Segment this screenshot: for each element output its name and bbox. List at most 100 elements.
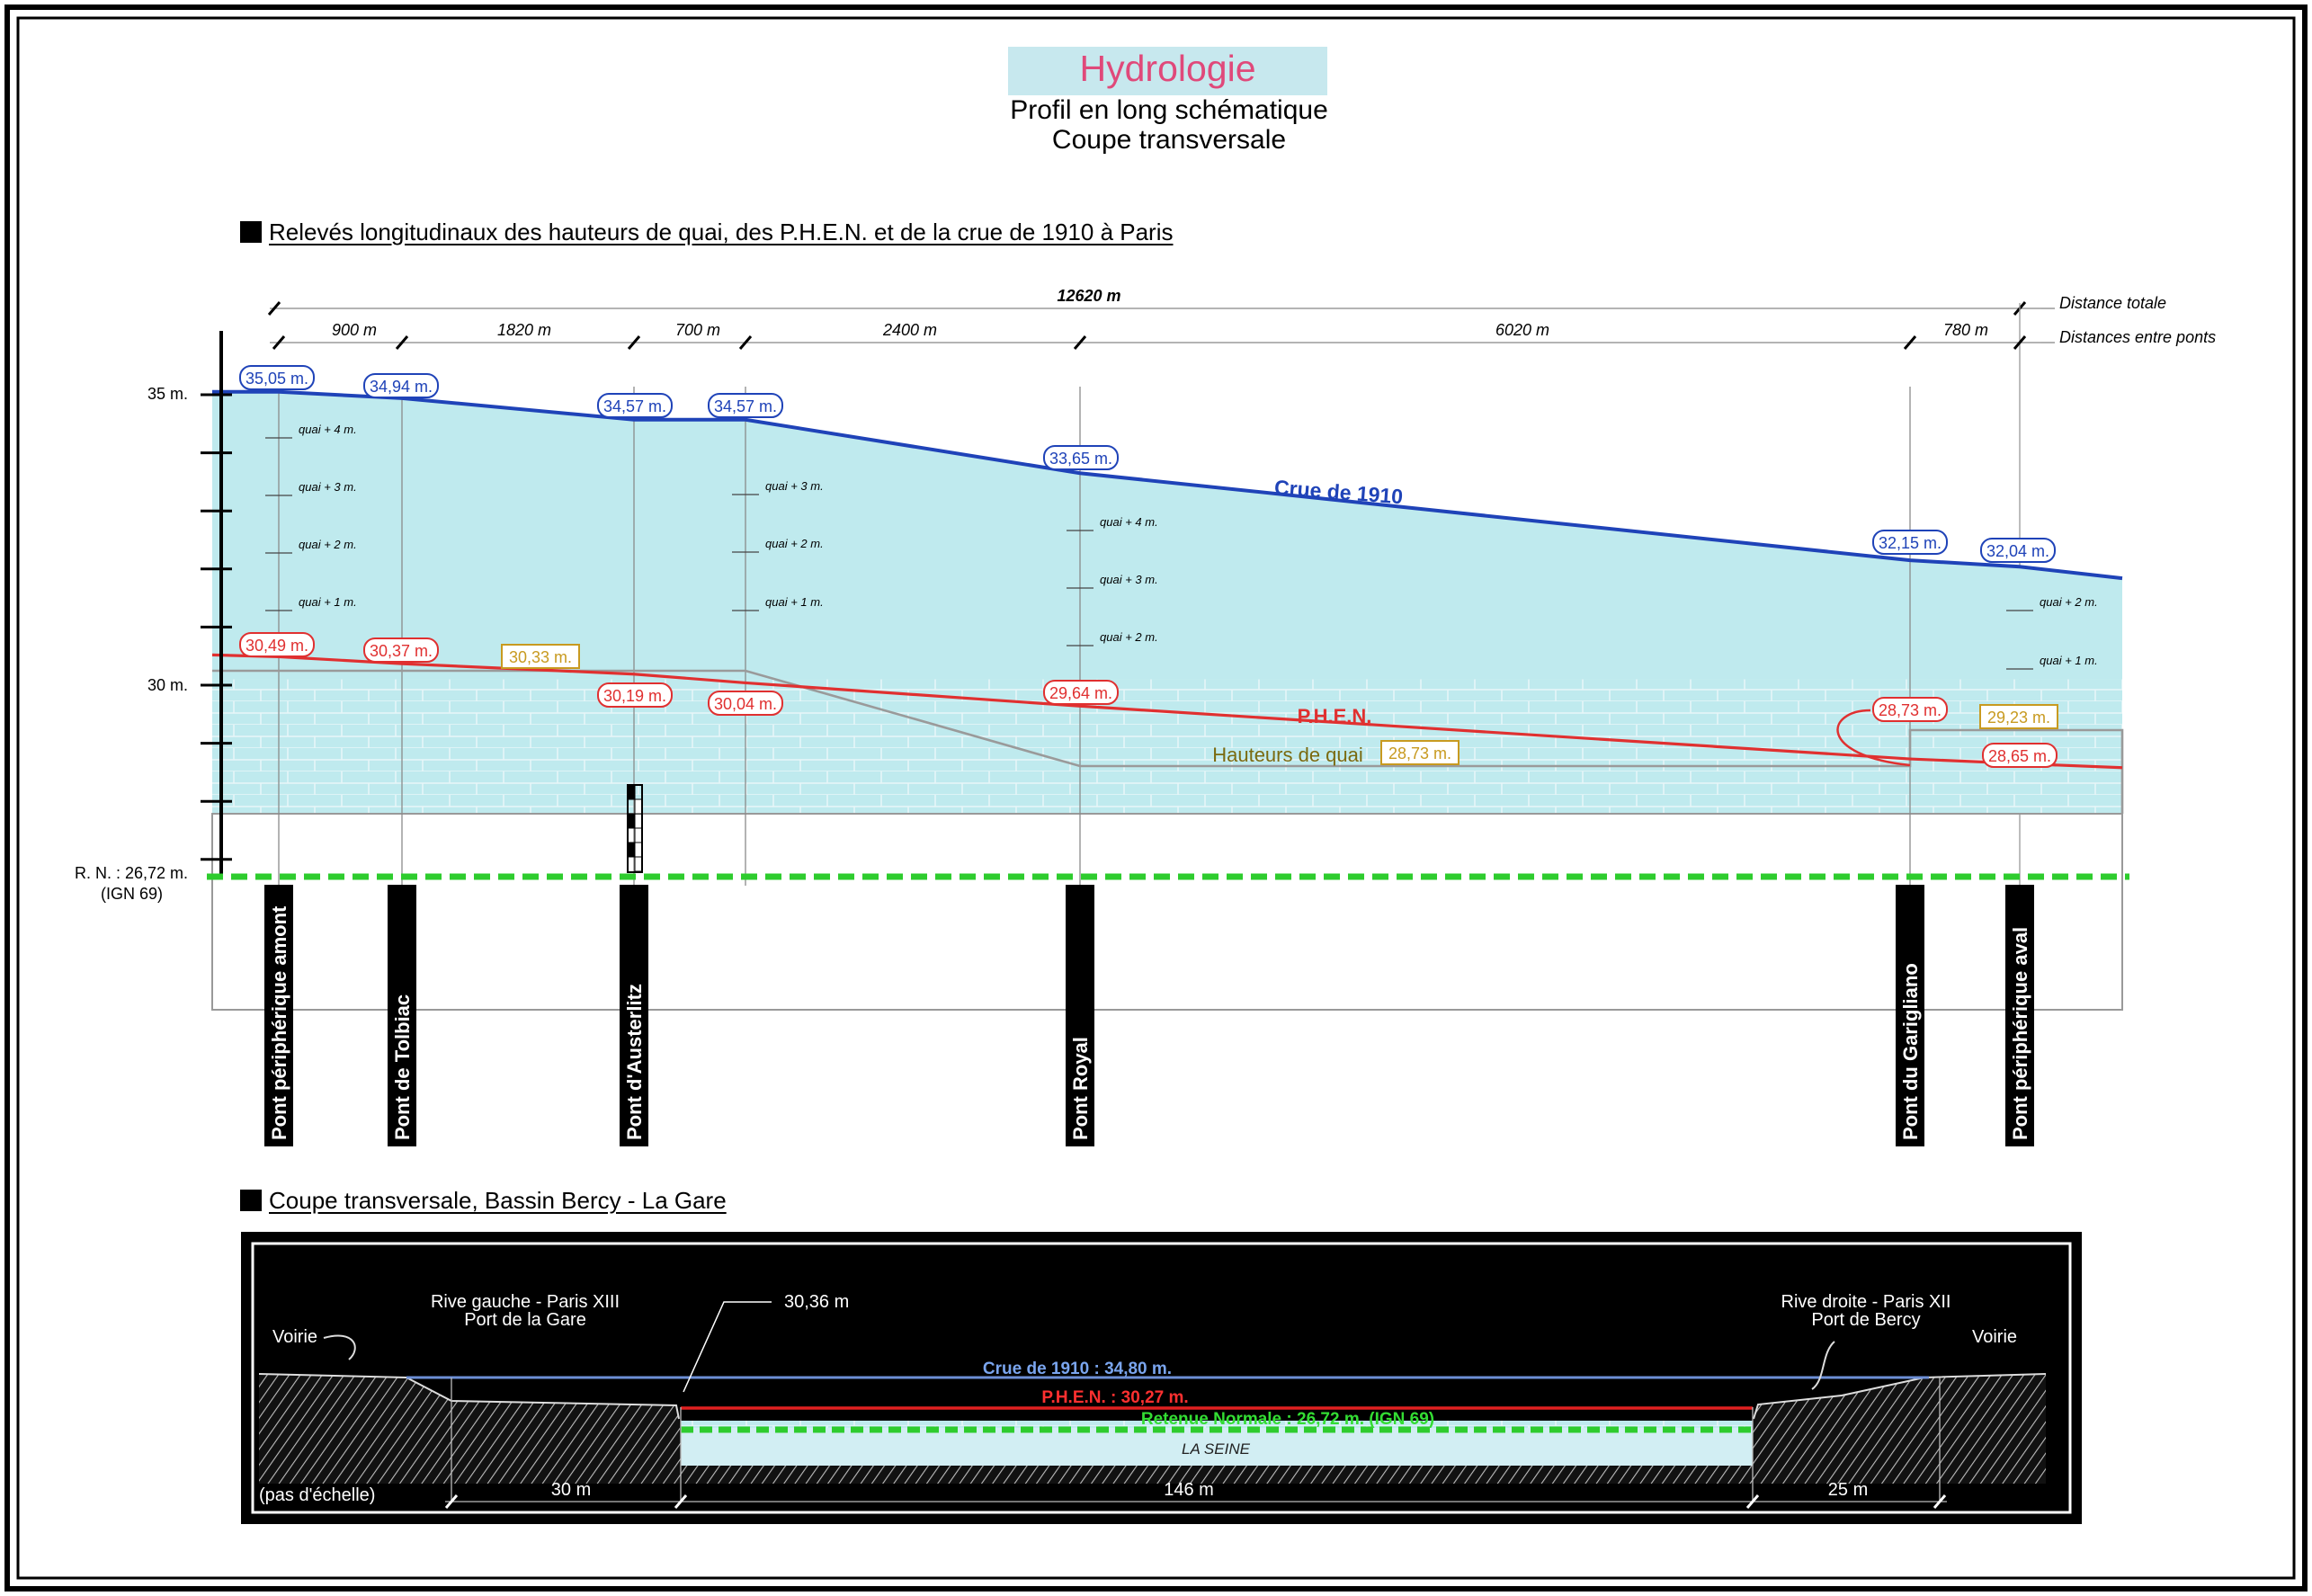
cross-section-inner-frame <box>251 1242 2072 1514</box>
section-heading-cross-section: Coupe transversale, Bassin Bercy - La Ga… <box>240 1187 727 1215</box>
bridge-label: Pont périphérique amont <box>268 905 290 1140</box>
bridge-label-bar <box>1066 885 1094 1146</box>
quai-mark-label: quai + 2 m. <box>765 537 824 550</box>
quai-line-label: Hauteurs de quai <box>1212 744 1363 766</box>
crue-level-label: Crue de 1910 : 34,80 m. <box>983 1360 1172 1378</box>
y-label-rn: R. N. : 26,72 m. <box>75 864 188 882</box>
quai-mark-label: quai + 1 m. <box>2040 654 2098 667</box>
dimension-tick <box>267 301 281 316</box>
quai-mark-label: quai + 4 m. <box>299 423 357 436</box>
austerlitz-gauge <box>627 784 643 873</box>
phen-line-label: P.H.E.N. <box>1298 705 1372 727</box>
quai-mark-label: quai + 2 m. <box>2040 595 2098 609</box>
distance-value: 700 m <box>675 321 720 339</box>
level-3036-leader <box>683 1301 772 1393</box>
width-river: 146 m <box>1164 1480 1214 1500</box>
quai-height-line <box>212 669 2124 814</box>
page-title: Hydrologie <box>1079 48 1256 89</box>
crue-value: 32,15 m. <box>1879 534 1942 552</box>
phen-value: 28,73 m. <box>1879 701 1942 719</box>
quai-mark-label: quai + 1 m. <box>765 595 824 609</box>
quai-mark-label: quai + 1 m. <box>299 595 357 609</box>
level-3036-label: 30,36 m <box>784 1292 849 1312</box>
dimension-tick <box>738 335 753 350</box>
title-background <box>1008 47 1327 95</box>
austerlitz-gauge-segment <box>627 813 636 829</box>
crue-value: 34,57 m. <box>603 397 666 415</box>
heading-bullet <box>240 1190 262 1211</box>
width-tick <box>444 1494 459 1509</box>
bank-embankment <box>259 1374 2046 1484</box>
y-label-30: 30 m. <box>147 676 188 694</box>
crue-value-box <box>239 365 315 390</box>
bridge-label-bar <box>1896 885 1924 1146</box>
crue-value: 34,57 m. <box>714 397 777 415</box>
water-upper <box>212 391 2122 680</box>
phen-value: 29,64 m. <box>1049 684 1112 702</box>
right-bank-name: Rive droite - Paris XII <box>1781 1292 1951 1312</box>
distance-value: 900 m <box>332 321 377 339</box>
width-left: 30 m <box>551 1480 591 1500</box>
river-label: LA SEINE <box>1182 1440 1251 1458</box>
austerlitz-gauge-segment <box>627 842 636 858</box>
retenue-level-label: Retenue Normale : 26,72 m. (IGN 69) <box>1141 1410 1434 1429</box>
austerlitz-gauge-segment <box>627 784 636 800</box>
crue-value-box <box>363 373 439 398</box>
bridge-label-bar <box>620 885 648 1146</box>
crue-value-box <box>708 393 783 418</box>
y-label-ign: (IGN 69) <box>101 885 163 903</box>
phen-value: 28,65 m. <box>1988 747 2051 765</box>
phen-value-box <box>1872 697 1948 722</box>
quai-mark-label: quai + 2 m. <box>299 538 357 551</box>
bridge-label-bar <box>264 885 293 1146</box>
dimension-tick <box>627 335 641 350</box>
voirie-left-pointer <box>323 1334 356 1360</box>
quai-value: 29,23 m. <box>1987 709 2050 727</box>
crue-value-box <box>1043 445 1119 470</box>
quai-mark-label: quai + 3 m. <box>1100 573 1158 586</box>
crue-value: 34,94 m. <box>370 378 433 396</box>
crue-value-box <box>1872 530 1948 555</box>
dimension-tick <box>395 335 409 350</box>
quai-value: 30,33 m. <box>509 648 572 666</box>
distance-value: 6020 m <box>1495 321 1549 339</box>
quai-mark-label: quai + 2 m. <box>1100 630 1158 644</box>
distance-value: 2400 m <box>882 321 937 339</box>
inner-frame <box>16 16 2296 1580</box>
between-bridges-label: Distances entre ponts <box>2059 328 2216 346</box>
river-surface <box>681 1421 1753 1428</box>
phen-value-box <box>708 691 783 716</box>
dimension-tick <box>1073 335 1087 350</box>
crue-1910-line <box>212 389 2123 581</box>
crue-value-box <box>1980 538 2056 563</box>
right-bank-profile <box>1753 1373 2047 1420</box>
heading-bullet <box>240 221 262 243</box>
phen-line <box>211 653 2123 770</box>
voirie-left-label: Voirie <box>272 1327 317 1347</box>
scale-note: (pas d'échelle) <box>259 1485 375 1505</box>
phen-value: 30,04 m. <box>714 695 777 713</box>
crue-value: 35,05 m. <box>245 370 308 388</box>
crue-value-box <box>597 393 673 418</box>
crue-value: 33,65 m. <box>1049 450 1112 468</box>
quai-mark-label: quai + 4 m. <box>1100 515 1158 529</box>
total-distance-value: 12620 m <box>1057 287 1120 305</box>
bridge-label: Pont Royal <box>1069 1037 1092 1140</box>
bridge-label-bar <box>2005 885 2034 1146</box>
section-title-cross-section: Coupe transversale, Bassin Bercy - La Ga… <box>269 1187 727 1214</box>
dimension-tick <box>272 335 286 350</box>
river-water <box>681 1428 1753 1466</box>
width-tick <box>1933 1494 1947 1509</box>
crue-value: 32,04 m. <box>1986 542 2049 560</box>
water-lower-bricks <box>212 679 2122 814</box>
phen-garigliano-loop <box>1836 709 1911 767</box>
outer-frame <box>4 4 2308 1592</box>
profile-lower-box <box>211 813 2123 1011</box>
voirie-right-label: Voirie <box>1972 1327 2017 1347</box>
section-heading-profile: Relevés longitudinaux des hauteurs de qu… <box>240 218 1174 246</box>
page-subtitle-profile: Profil en long schématique <box>1010 95 1328 125</box>
width-tick <box>1745 1494 1760 1509</box>
total-distance-label: Distance totale <box>2059 294 2166 312</box>
